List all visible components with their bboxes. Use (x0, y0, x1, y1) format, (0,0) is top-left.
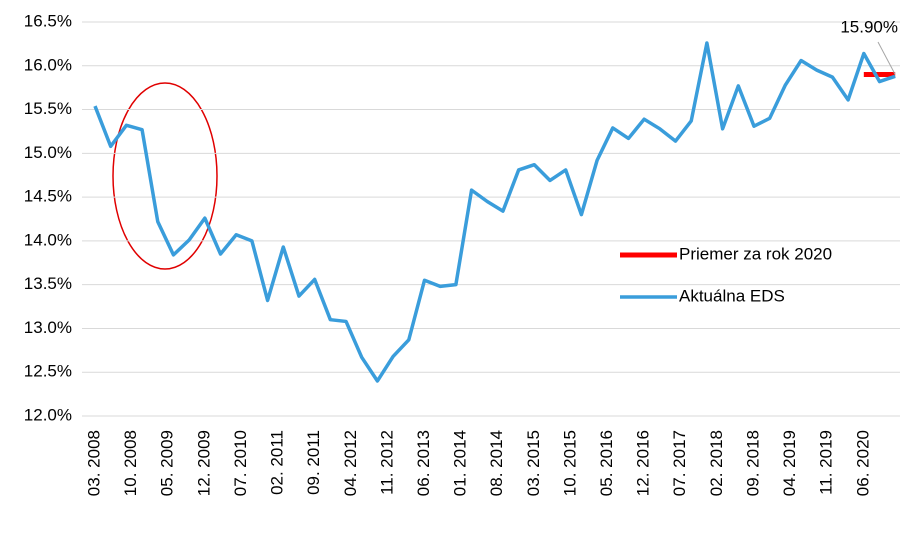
x-tick-label: 12. 2016 (634, 430, 653, 496)
legend-label: Aktuálna EDS (679, 286, 785, 305)
y-tick-label: 12.0% (24, 405, 72, 424)
highlight-ellipse (112, 82, 218, 270)
x-tick-label: 09. 2011 (304, 430, 323, 495)
x-tick-label: 10. 2008 (121, 430, 140, 496)
x-tick-label: 04. 2019 (780, 430, 799, 496)
legend-label: Priemer za rok 2020 (679, 244, 832, 263)
x-tick-label: 05. 2016 (597, 430, 616, 496)
x-tick-label: 02. 2018 (707, 430, 726, 496)
x-tick-label: 12. 2009 (194, 430, 213, 496)
series-line (93, 41, 896, 383)
y-tick-label: 15.5% (24, 99, 72, 118)
x-tick-label: 09. 2018 (743, 430, 762, 496)
annotation: 15.90% (840, 17, 898, 36)
x-tick-label: 01. 2014 (451, 430, 470, 496)
x-tick-label: 07. 2017 (670, 430, 689, 496)
x-tick-label: 03. 2015 (524, 430, 543, 496)
x-tick-label: 06. 2013 (414, 430, 433, 496)
y-tick-label: 15.0% (24, 143, 72, 162)
x-tick-label: 10. 2015 (560, 430, 579, 496)
y-tick-label: 13.5% (24, 274, 72, 293)
y-tick-label: 14.5% (24, 187, 72, 206)
x-tick-label: 07. 2010 (231, 430, 250, 496)
x-tick-label: 03. 2008 (84, 430, 103, 496)
x-tick-label: 11. 2019 (817, 430, 836, 495)
y-tick-label: 16.0% (24, 55, 72, 74)
y-tick-label: 14.0% (24, 230, 72, 249)
y-tick-label: 16.5% (24, 11, 72, 30)
x-tick-label: 06. 2020 (853, 430, 872, 496)
x-tick-label: 11. 2012 (377, 430, 396, 495)
x-tick-label: 08. 2014 (487, 430, 506, 496)
x-tick-label: 02. 2011 (268, 430, 287, 495)
y-tick-label: 12.5% (24, 362, 72, 381)
y-tick-label: 13.0% (24, 318, 72, 337)
x-tick-label: 05. 2009 (158, 430, 177, 496)
x-tick-label: 04. 2012 (341, 430, 360, 496)
annotation-leader (877, 41, 896, 75)
